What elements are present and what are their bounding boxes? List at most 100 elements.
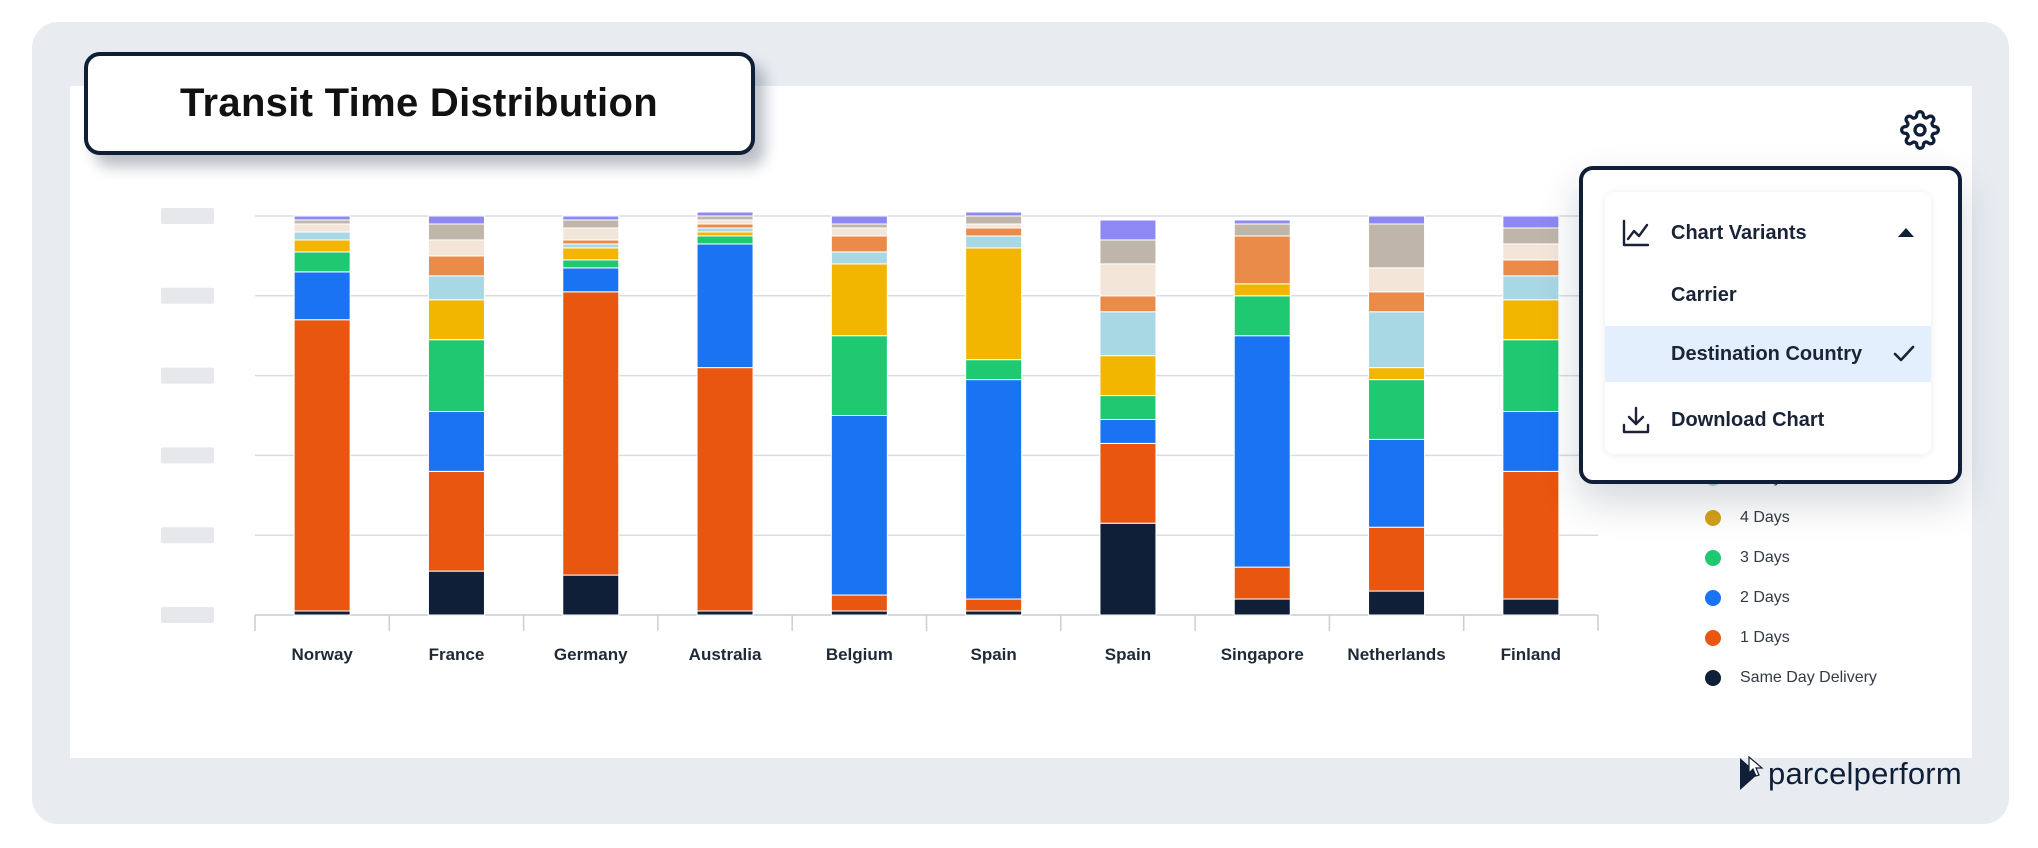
bar-segment	[1233, 235, 1291, 285]
bar-segment	[1233, 219, 1291, 225]
bar-segment	[1099, 395, 1157, 420]
menu-item-destination-country[interactable]: Destination Country	[1605, 326, 1931, 382]
legend-item[interactable]: 4 Days	[1700, 498, 1960, 538]
bar-segment	[293, 251, 351, 273]
bar-segment	[562, 247, 620, 261]
bar-segment	[293, 215, 351, 221]
bar-segment	[562, 259, 620, 269]
bar-segment	[1502, 227, 1560, 245]
bar-segment	[1368, 590, 1426, 616]
bar-segment	[1502, 259, 1560, 277]
bar-segment	[830, 215, 888, 225]
bar-segment	[1099, 219, 1157, 241]
bar-segment	[427, 299, 485, 341]
menu-item-label: Destination Country	[1671, 342, 1863, 365]
download-chart-button[interactable]: Download Chart	[1605, 392, 1931, 448]
bar-segment	[830, 235, 888, 253]
bar-segment	[427, 255, 485, 277]
menu-item-carrier[interactable]: Carrier	[1605, 268, 1931, 322]
legend-item[interactable]: 2 Days	[1700, 578, 1960, 618]
legend-item[interactable]: 3 Days	[1700, 538, 1960, 578]
bar-segment	[1233, 566, 1291, 600]
bar-segment	[1368, 367, 1426, 381]
bar-segment	[293, 239, 351, 253]
x-tick-label: Spain	[971, 645, 1017, 664]
chart-legend: 5 Days 4 Days 3 Days 2 Days 1 Days Same …	[1700, 458, 1960, 698]
mouse-pointer-icon	[1748, 756, 1764, 777]
bar-segment	[293, 610, 351, 616]
download-icon	[1622, 406, 1650, 434]
legend-label: 3 Days	[1740, 549, 1790, 566]
bar-segment	[696, 215, 754, 221]
legend-item[interactable]: 1 Days	[1700, 618, 1960, 658]
bar-segment	[1099, 355, 1157, 397]
bar-segment	[696, 223, 754, 229]
chart-options-menu: Chart Variants Carrier Destination Count…	[1579, 166, 1962, 484]
bar-segment	[965, 379, 1023, 600]
bar-segment	[696, 243, 754, 369]
bar-segment	[830, 610, 888, 616]
bar-segment	[562, 239, 620, 245]
bar-segment	[427, 339, 485, 413]
download-chart-label: Download Chart	[1671, 408, 1825, 431]
bar-segment	[1502, 275, 1560, 301]
brand-name: parcelperform	[1768, 756, 1962, 791]
check-icon	[1893, 345, 1915, 362]
play-logo-icon	[1740, 758, 1758, 790]
y-tick-label-placeholder	[161, 287, 214, 304]
bar-segment	[427, 223, 485, 241]
bar-segment	[1233, 335, 1291, 568]
bar-segment	[696, 367, 754, 612]
legend-dot	[1705, 590, 1721, 606]
bar-segment	[1368, 526, 1426, 592]
chart-title-box: Transit Time Distribution	[84, 52, 755, 155]
x-tick-label: Belgium	[826, 645, 893, 664]
bar-segment	[427, 411, 485, 472]
bar-segment	[1502, 215, 1560, 229]
y-tick-label-placeholder	[161, 367, 214, 384]
x-tick-label: Netherlands	[1347, 645, 1445, 664]
bar-segment	[965, 610, 1023, 616]
bar-segment	[562, 227, 620, 241]
bar-segment	[965, 211, 1023, 217]
bar-segment	[1233, 283, 1291, 297]
y-tick-label-placeholder	[161, 607, 214, 623]
x-tick-label: Finland	[1501, 645, 1561, 664]
bar-segment	[830, 251, 888, 265]
menu-item-label: Carrier	[1671, 283, 1737, 306]
menu-panel: Chart Variants Carrier Destination Count…	[1605, 192, 1931, 454]
bar-segment	[1368, 291, 1426, 313]
bar-segment	[1502, 299, 1560, 341]
x-tick-label: Germany	[554, 645, 628, 664]
legend-label: 1 Days	[1740, 629, 1790, 646]
bar-segment	[1368, 215, 1426, 225]
bar-segment	[427, 570, 485, 616]
bar-segment	[1368, 438, 1426, 528]
bar-segment	[696, 231, 754, 237]
bar-segment	[1099, 295, 1157, 313]
bar-segment	[1502, 339, 1560, 413]
bar-segment	[562, 243, 620, 249]
bar-segment	[696, 610, 754, 616]
bar-segment	[1099, 442, 1157, 524]
bar-segment	[965, 598, 1023, 612]
legend-item[interactable]: Same Day Delivery	[1700, 658, 1960, 698]
y-tick-label-placeholder	[161, 447, 214, 464]
chart-variants-label: Chart Variants	[1671, 221, 1807, 244]
bar-segment	[1502, 243, 1560, 261]
chart-variants-toggle[interactable]: Chart Variants	[1605, 204, 1931, 262]
legend-label: 4 Days	[1740, 509, 1790, 526]
y-tick-label-placeholder	[161, 527, 214, 544]
legend-label: 2 Days	[1740, 589, 1790, 606]
bar-segment	[562, 219, 620, 229]
bar-segment	[427, 275, 485, 301]
bar-segment	[830, 335, 888, 417]
bar-segment	[965, 215, 1023, 225]
bar-segment	[696, 219, 754, 225]
bar-segment	[1502, 470, 1560, 600]
bar-segment	[830, 415, 888, 596]
gear-icon[interactable]	[1900, 110, 1940, 150]
y-tick-label-placeholder	[161, 208, 214, 224]
legend-dot	[1705, 670, 1721, 686]
